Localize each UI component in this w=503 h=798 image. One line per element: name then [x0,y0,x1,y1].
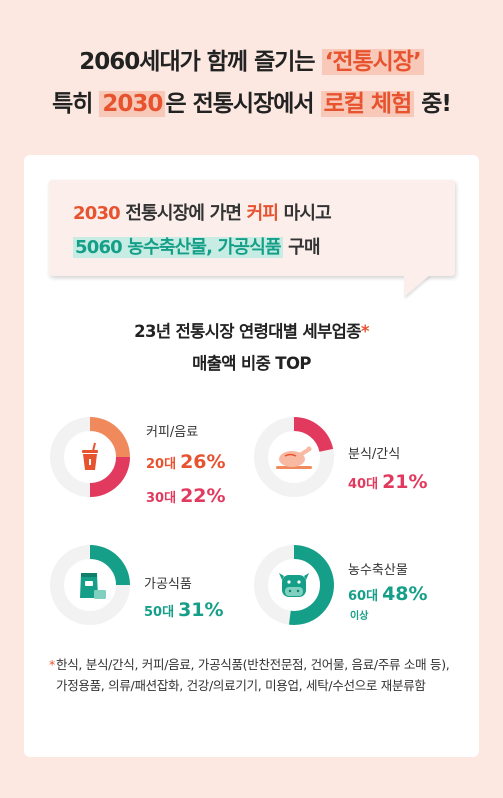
percentage: 22% [180,485,226,507]
cup-icon [82,442,98,470]
donut-segment-20s [89,417,130,458]
age-group-suffix: 이상 [350,611,369,622]
bubble-highlight-coffee: 커피 [246,203,279,224]
age-group: 40대 [348,477,379,492]
chicken-icon [276,446,312,469]
headline-highlight-age: 2030 [99,91,166,117]
package-icon [80,573,106,599]
content-card: 2030 전통시장에 가면 커피 마시고 5060 농수축산물, 가공식품 구매… [24,155,479,757]
category-coffee: 커피/음료 20대 26% 30대 22% [48,415,248,515]
category-agri-products: 농수축산물 60대 48% 이상 [252,543,452,643]
donut-chart-snack [254,417,334,497]
percentage: 48% [382,583,428,605]
cow-icon [279,573,309,597]
donut-segment-60s [288,545,334,625]
footnote-text: 한식, 분식/간식, 커피/음료, 가공식품(반찬전문점, 건어물, 음료/주류… [56,657,450,693]
headline-text: 2060세대가 함께 즐기는 [79,49,322,75]
bubble-line-1: 2030 전통시장에 가면 커피 마시고 [73,199,332,225]
age-group: 30대 [146,491,177,506]
footnote: * 한식, 분식/간식, 커피/음료, 가공식품(반찬전문점, 건어물, 음료/… [49,655,459,696]
headline-line-1: 2060세대가 함께 즐기는 ‘전통시장’ [0,47,503,77]
section-title-line-1: 23년 전통시장 연령대별 세부업종* [24,318,479,342]
stat-snack-40s: 40대 21% [348,471,428,493]
age-group: 60대 [348,589,379,604]
category-label-snack: 분식/간식 [348,447,401,462]
donut-chart-coffee [50,417,130,497]
bubble-text: 구매 [282,237,320,258]
stat-processed-food-50s: 50대 31% [144,599,224,621]
donut-segment-40s [293,417,334,453]
bubble-age: 2030 [73,203,121,224]
section-title-line-2: 매출액 비중 TOP [192,354,311,373]
headline-line-2: 특히 2030 은 전통시장에서 로컬 체험 중! [0,89,503,119]
bubble-text: 전통시장에 가면 [119,203,247,224]
bubble-highlight-products: 5060 농수축산물, 가공식품 [73,237,283,258]
bubble-text: 마시고 [278,203,332,224]
category-label-processed-food: 가공식품 [144,577,192,592]
percentage: 31% [178,599,224,621]
category-label-agri-products: 농수축산물 [348,563,408,578]
headline-highlight-market: ‘전통시장’ [321,49,424,75]
donut-segment-50s [89,545,130,586]
percentage: 21% [382,471,428,493]
footnote-marker: * [360,322,370,341]
donut-chart-agri-products [254,545,334,625]
donut-segment-30s [89,456,130,497]
category-snack: 분식/간식 40대 21% [252,415,452,515]
age-group: 50대 [144,605,175,620]
age-group: 20대 [146,457,177,472]
section-title-text: 23년 전통시장 연령대별 세부업종 [134,322,361,341]
category-label-coffee: 커피/음료 [146,425,199,440]
speech-bubble: 2030 전통시장에 가면 커피 마시고 5060 농수축산물, 가공식품 구매 [49,180,455,276]
category-processed-food: 가공식품 50대 31% [48,543,248,643]
headline-text: 특히 [52,91,100,117]
bubble-line-2: 5060 농수축산물, 가공식품 구매 [73,233,321,259]
headline-text: 중! [414,91,452,117]
stat-agri-products-60s: 60대 48% [348,583,428,605]
headline-text: 은 전통시장에서 [165,91,321,117]
stat-coffee-30s: 30대 22% [146,485,226,507]
headline-highlight-local: 로컬 체험 [320,91,415,117]
stat-coffee-20s: 20대 26% [146,451,226,473]
speech-bubble-tail [404,275,430,297]
percentage: 26% [180,451,226,473]
donut-chart-processed-food [50,545,130,625]
footnote-marker: * [49,657,55,672]
